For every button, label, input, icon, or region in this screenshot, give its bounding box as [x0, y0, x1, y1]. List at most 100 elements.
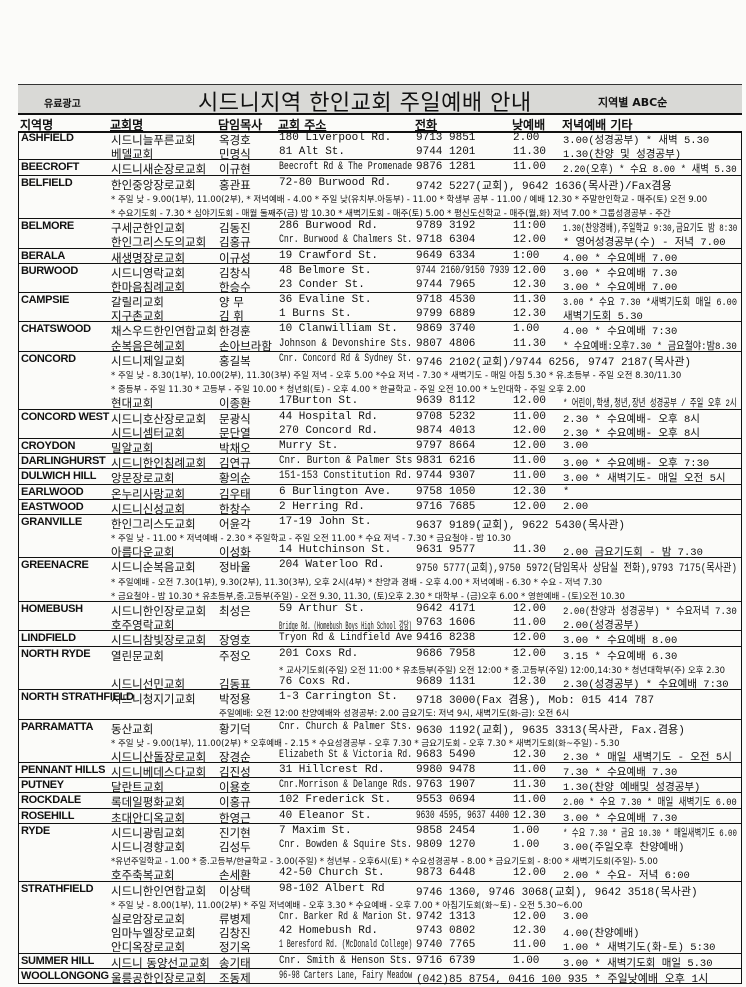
service-note: * 주일 낮 - 8.30(1부), 10.00(2부), 11.30(3부) … — [111, 371, 682, 381]
note-line: *유년주일학교 - 1.00 * 중.고등부/한글학교 - 3.00(주일) *… — [19, 852, 741, 867]
pastor-name: 홍관표 — [219, 177, 251, 192]
day-service-time: 12.30 — [513, 809, 547, 822]
church-address: 1 Burns St. — [279, 308, 352, 321]
region-name: NORTH STRATHFIELD — [21, 691, 134, 704]
church-address: 286 Burwood Rd. — [279, 220, 379, 233]
church-address: 1-3 Carrington St. — [279, 691, 398, 704]
day-service-time: 1:00 — [513, 249, 540, 262]
phone-number: 9718 6304 — [416, 234, 476, 247]
evening-service-info: 3.00(주일오후 찬양예배) — [563, 842, 685, 854]
region-name: CROYDON — [21, 439, 76, 452]
church-name: 시드니 동양선교교회 — [111, 955, 210, 970]
church-row: 시드니선민교회 김동표 76 Coxs Rd. 9689 1131 12.30 2.30(… — [19, 675, 741, 691]
evening-service-info: 3.00 * 수요 7.30 *새벽기도회 매일 6.00 — [563, 297, 737, 310]
church-name: 시드니신성교회 — [111, 501, 186, 516]
church-address: Elizabeth St & Victoria Rd. — [279, 748, 413, 761]
church-name: 한인그리스도교회 — [111, 516, 196, 531]
church-name: 임마누엘장로교회 — [111, 926, 196, 941]
phone-number: 9630 1192(교회), 9635 3313(목사관, Fax.겸용) — [416, 724, 685, 737]
church-name: 시드니순복음교회 — [111, 560, 196, 575]
church-name: 새생명장로교회 — [111, 250, 186, 265]
church-row: 앙문장로교회 황의순 151-153 Constitution Rd. 9744 93… — [19, 469, 741, 486]
day-service-time: 11.00 — [513, 764, 547, 777]
phone-number: 9869 3740 — [416, 323, 476, 336]
church-name: 갈릴리교회 — [111, 295, 164, 310]
church-row: 온누리사랑교회 김우태 6 Burlington Ave. 9758 1050 12.3… — [19, 485, 741, 501]
pastor-name: 이종환 — [219, 396, 251, 411]
region-group: CAMPSIE 갈릴리교회 양 무 36 Evaline St. 9718 4530 11… — [19, 292, 741, 324]
church-name: 시드니한인장로교회 — [111, 604, 207, 618]
sort-order-label: 지역별 ABC순 — [598, 96, 668, 109]
phone-number: 9742 5227(교회), 9642 1636(목사관)/Fax겸용 — [416, 180, 672, 193]
note-line: * 주일 낮 - 9.00(1부), 11.00(2부) * 오후예배 - 2.… — [19, 734, 741, 749]
region-group: SUMMER HILL 시드니 동양선교교회 송기태 Cnr. Smith & Hen… — [19, 952, 741, 970]
church-row: 울릉공한인장로교회 조동제 96-98 Carters Lane, Fairy Me… — [19, 969, 741, 986]
column-header-row: 지역명 교회명 담임목사 교회 주소 전화 낮예배 저녁예배 기타 — [18, 113, 742, 133]
church-address: Cnr. Barker Rd & Marion St. — [279, 910, 413, 923]
church-name: 시드니호산장로교회 — [111, 411, 207, 426]
region-name: BELMORE — [21, 220, 74, 233]
region-group: DARLINGHURST 시드니한인침례교회 김연규 Cnr. Burton & Pa… — [19, 453, 741, 471]
church-row: 호주영락교회 Bridge Rd. (Homebush Boys High Sch… — [19, 616, 741, 633]
col-evening-other: 저녁예배 기타 — [562, 118, 633, 132]
evening-service-info: 2.00 * 수요 7.30 * 매일 새벽기도 6.00 — [563, 797, 737, 810]
region-group: ROSEHILL 초대안디옥교회 한영근 40 Eleanor St. 9630 459… — [19, 807, 741, 825]
region-group: ASHFIELD 시드니늘푸른교회 옥경호 180 Liverpool Rd. 9713… — [19, 131, 741, 161]
church-row: 시드니순복음교회 정바울 204 Waterloo Rd. 9750 5777(교회)… — [19, 558, 741, 575]
evening-service-info: 1.30(찬양 예배및 성경공부) — [563, 782, 701, 795]
church-row: 한인그리스도의교회 김홍규 Cnr. Burwood & Chalmers St. 9… — [19, 233, 741, 250]
pastor-name: 박정용 — [219, 692, 251, 707]
pastor-name: 홍길복 — [219, 353, 251, 368]
phone-number: 9416 8238 — [416, 632, 476, 645]
region-group: GRANVILLE 한인그리스도교회 어윤각 17-19 John St. 9637 9… — [19, 513, 741, 559]
church-row: 열린문교회 주정오 201 Coxs Rd. 9686 7958 12.00 3.15 *… — [19, 647, 741, 663]
evening-service-info: 3.00 — [563, 439, 589, 452]
church-name: 시드니늘푸른교회 — [111, 133, 196, 147]
service-note: * 주일 낮 - 8.00(1부), 11.00(2부) * 주일 저녁예배 -… — [111, 900, 583, 911]
phone-number: 9799 6889 — [416, 308, 476, 321]
church-address: 14 Hutchinson St. — [279, 544, 392, 557]
note-line: * 수요기도회 - 7.30 * 심야기도회 - 매월 둘째주(금) 밤 10.… — [19, 204, 741, 219]
church-row: 시드니베데스다교회 김진성 31 Hillcrest Rd. 9980 9478 11.… — [19, 763, 741, 779]
phone-number: 9807 4806 — [416, 337, 476, 350]
day-service-time: 11.30 — [513, 337, 547, 350]
note-line: * 중등부 - 주일 11.30 * 고등부 - 주일 10.00 * 청년회(… — [19, 380, 741, 395]
pastor-name: 황의순 — [219, 471, 251, 486]
church-row: 한마음침례교회 한승수 23 Conder St. 9744 7965 12.30 3.0… — [19, 278, 741, 294]
col-day-service: 낮예배 — [512, 118, 546, 132]
church-row: 시드니영락교회 김창식 48 Belmore St. 9744 2160/9150 7… — [19, 264, 741, 280]
church-address: 44 Hospital Rd. — [279, 410, 379, 423]
church-address: Cnr. Burton & Palmer Sts — [279, 455, 413, 468]
pastor-name: 김 휘 — [219, 309, 244, 324]
evening-service-info: 2.30(성경공부) * 수요예배 7:30 — [563, 678, 729, 691]
service-note: * 수요기도회 - 7.30 * 심야기도회 - 매월 둘째주(금) 밤 10.… — [111, 208, 671, 219]
evening-service-info: 4.00 * 수요예배 7.00 — [563, 252, 678, 265]
church-row: 동산교회 황기덕 Cnr. Church & Palmer Sts. 9630 119… — [19, 720, 741, 737]
pastor-name: 한영근 — [219, 810, 251, 825]
note-line: * 금요철야 - 밤 10.30 * 유초등부,중.고등부(주일) - 오전 9… — [19, 587, 741, 602]
pastor-name: 한경훈 — [219, 324, 251, 339]
church-address: Cnr. Smith & Henson Sts. — [279, 954, 413, 967]
phone-number: 9746 1360, 9746 3068(교회), 9642 3518(목사관) — [416, 886, 698, 899]
evening-service-info: 3.00 * 수요예배- 오후 7:30 — [563, 458, 710, 471]
church-address: 40 Eleanor St. — [279, 809, 372, 822]
day-service-time: 12.00 — [513, 867, 547, 880]
col-address: 교회 주소 — [278, 118, 327, 132]
pastor-name: 이규성 — [219, 250, 251, 265]
evening-service-info: 2.00(찬양과 성경공부) * 수요저녁 7.30 — [563, 606, 737, 618]
day-service-time: 12.30 — [513, 675, 547, 688]
pastor-name: 정바울 — [219, 560, 251, 575]
service-note: 주일예배: 오전 12:00 찬양예배와 성경공부: 2.00 금요기도: 저녁… — [219, 709, 570, 720]
pastor-name: 장영호 — [219, 633, 251, 648]
evening-service-info: 2.30 * 매일 새벽기도 - 오전 5시 — [563, 751, 732, 764]
region-name: ROSEHILL — [21, 809, 75, 822]
region-name: ROCKDALE — [21, 794, 81, 807]
church-row: 시드니 동양선교교회 송기태 Cnr. Smith & Henson Sts. 971… — [19, 954, 741, 970]
evening-service-info: * 수요예배:오후7.30 * 금요철야:밤8.30 — [563, 340, 737, 353]
pastor-name: 류병제 — [219, 911, 251, 926]
phone-number: 9744 2160/9150 7939 — [416, 264, 510, 277]
church-address: 7 Maxim St. — [279, 824, 352, 837]
evening-service-info: 3.15 * 수요예배 6.30 — [563, 650, 678, 663]
church-name: 한인그리스도의교회 — [111, 235, 207, 250]
church-address: Cnr.Morrison & Delange Rds. — [279, 779, 413, 792]
